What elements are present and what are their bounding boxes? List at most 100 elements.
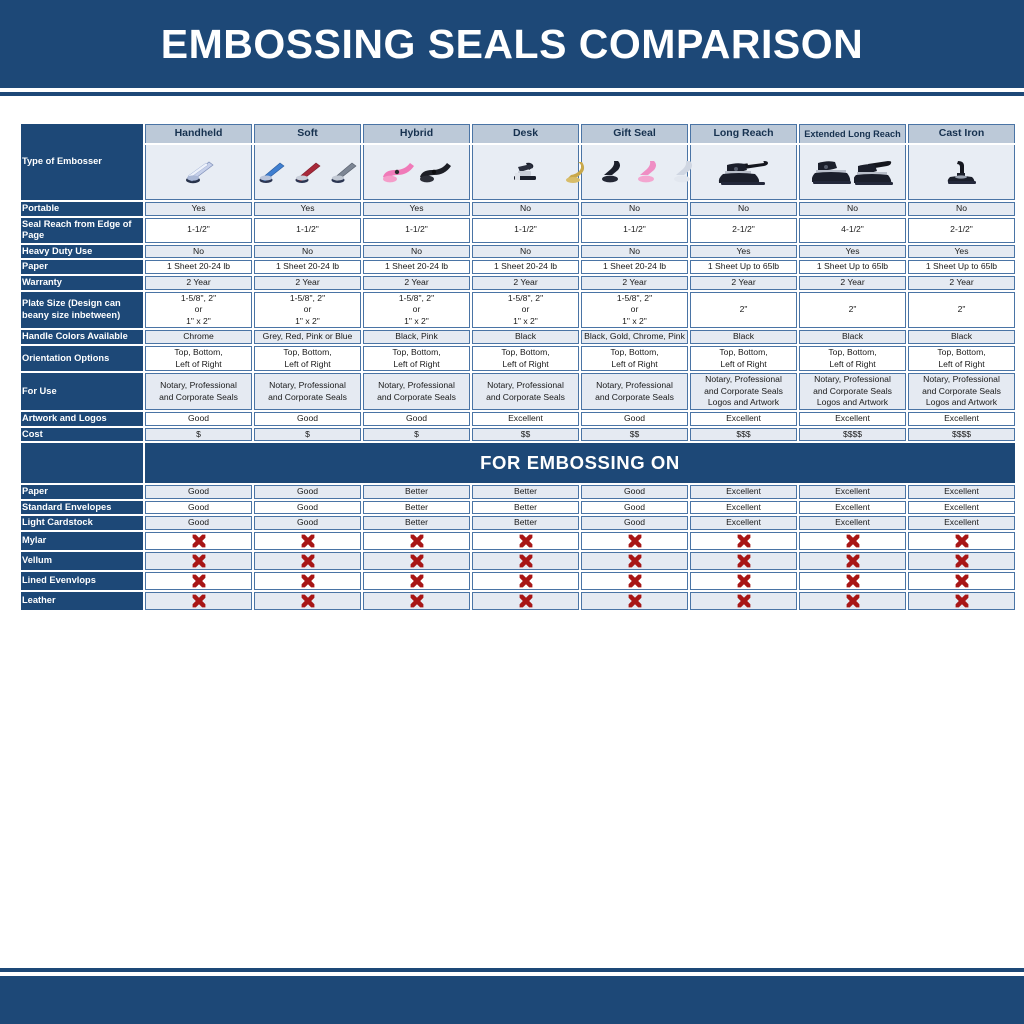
hybrid-embosser-black-image (420, 163, 451, 183)
table-row: Portable Yes Yes Yes No No No No No (21, 202, 1015, 216)
cell-cast_iron: 1 Sheet Up to 65lb (908, 260, 1015, 275)
x-mark-icon (519, 574, 532, 588)
cell-soft (254, 572, 361, 591)
table-row: Plate Size (Design can beany size inbetw… (21, 291, 1015, 329)
cell-desk: Better (472, 516, 579, 531)
cell-long_reach: Yes (690, 244, 797, 259)
cell-desk: Top, Bottom, Left of Right (472, 346, 579, 372)
cell-image-long_reach (690, 145, 797, 200)
column-header-long_reach: Long Reach (690, 124, 797, 143)
x-mark-icon (628, 574, 641, 588)
cell-gift_seal (581, 532, 688, 551)
x-mark-icon (192, 594, 205, 608)
row-label: Lined Evenvlops (21, 572, 143, 591)
bottom-banner (0, 976, 1024, 1024)
cell-extended_long_reach: $$$$ (799, 427, 906, 442)
cell-hybrid (363, 552, 470, 571)
cell-long_reach: $$$ (690, 427, 797, 442)
cell-extended_long_reach: Excellent (799, 412, 906, 426)
cell-extended_long_reach: No (799, 202, 906, 216)
cell-gift_seal: 2 Year (581, 276, 688, 290)
table-row: Standard Envelopes Good Good Better Better Go… (21, 500, 1015, 515)
cell-gift_seal: Good (581, 485, 688, 499)
cell-long_reach: 2-1/2" (690, 217, 797, 243)
table-image-row (21, 145, 1015, 200)
embossing-seals-comparison-table: Type of Embosser Handheld Soft Hybrid Desk Gi… (19, 122, 1017, 612)
cell-handheld (145, 532, 252, 551)
cell-image-gift_seal (565, 145, 692, 200)
cell-long_reach: Notary, Professional and Corporate Seals L… (690, 373, 797, 411)
top-banner: EMBOSSING SEALS COMPARISON (0, 0, 1024, 88)
cell-cast_iron: No (908, 202, 1015, 216)
cell-gift_seal: 1 Sheet 20-24 lb (581, 260, 688, 275)
cell-cast_iron (908, 592, 1015, 611)
x-mark-icon (301, 534, 314, 548)
x-mark-icon (192, 574, 205, 588)
cell-long_reach (690, 552, 797, 571)
cell-hybrid: 2 Year (363, 276, 470, 290)
cell-gift_seal: $$ (581, 427, 688, 442)
cell-cast_iron: 2" (908, 291, 1015, 329)
table-row: Warranty 2 Year 2 Year 2 Year 2 Year 2 Year 2 … (21, 276, 1015, 290)
cell-cast_iron: Excellent (908, 516, 1015, 531)
cell-long_reach: Excellent (690, 516, 797, 531)
row-label: Paper (21, 485, 143, 499)
cell-soft: Top, Bottom, Left of Right (254, 346, 361, 372)
cell-handheld: 2 Year (145, 276, 252, 290)
cell-desk: Black (472, 330, 579, 345)
cell-soft (254, 552, 361, 571)
cell-hybrid: Better (363, 500, 470, 515)
row-label: Seal Reach from Edge of Page (21, 217, 143, 243)
cell-hybrid: No (363, 244, 470, 259)
cell-long_reach: 1 Sheet Up to 65lb (690, 260, 797, 275)
cell-handheld (145, 592, 252, 611)
cell-cast_iron: 2 Year (908, 276, 1015, 290)
column-header-handheld: Handheld (145, 124, 252, 143)
cell-image-hybrid (363, 145, 470, 200)
extended-long-reach-right-image (853, 161, 893, 185)
x-mark-icon (519, 594, 532, 608)
gift-seal-black-image (601, 161, 620, 183)
row-label: Paper (21, 260, 143, 275)
x-mark-icon (846, 534, 859, 548)
row-label: Artwork and Logos (21, 412, 143, 426)
desk-embosser-image (513, 162, 536, 180)
cell-image-extended_long_reach (799, 145, 906, 200)
cell-hybrid (363, 572, 470, 591)
cell-gift_seal: No (581, 202, 688, 216)
gift-seal-pink-image (637, 161, 656, 183)
x-mark-icon (192, 554, 205, 568)
page-title: EMBOSSING SEALS COMPARISON (160, 20, 864, 67)
cell-handheld (145, 552, 252, 571)
long-reach-embosser-image (718, 160, 768, 185)
cell-cast_iron (908, 532, 1015, 551)
cell-desk: 1 Sheet 20-24 lb (472, 260, 579, 275)
cell-extended_long_reach (799, 592, 906, 611)
table-row: Vellum (21, 552, 1015, 571)
cell-hybrid: Black, Pink (363, 330, 470, 345)
cell-soft: Grey, Red, Pink or Blue (254, 330, 361, 345)
cell-desk: $$ (472, 427, 579, 442)
cell-extended_long_reach: Notary, Professional and Corporate Seals L… (799, 373, 906, 411)
bottom-divider-rule (0, 968, 1024, 972)
cell-cast_iron: Notary, Professional and Corporate Seals L… (908, 373, 1015, 411)
row-label: Standard Envelopes (21, 500, 143, 515)
x-mark-icon (519, 534, 532, 548)
row-label: Handle Colors Available (21, 330, 143, 345)
cell-soft: Notary, Professional and Corporate Seals (254, 373, 361, 411)
cell-handheld: No (145, 244, 252, 259)
cell-desk: 1-5/8", 2" or 1" x 2" (472, 291, 579, 329)
cell-desk: Notary, Professional and Corporate Seals (472, 373, 579, 411)
cell-extended_long_reach: Top, Bottom, Left of Right (799, 346, 906, 372)
cell-handheld: Good (145, 412, 252, 426)
column-header-cast_iron: Cast Iron (908, 124, 1015, 143)
cell-desk (472, 572, 579, 591)
cast-iron-embosser-image (947, 161, 976, 184)
x-mark-icon (628, 554, 641, 568)
table-row: Artwork and Logos Good Good Good Excellent Go… (21, 412, 1015, 426)
cell-cast_iron: $$$$ (908, 427, 1015, 442)
cell-extended_long_reach (799, 572, 906, 591)
cell-soft: Yes (254, 202, 361, 216)
cell-image-cast_iron (908, 145, 1015, 200)
row-label: Warranty (21, 276, 143, 290)
